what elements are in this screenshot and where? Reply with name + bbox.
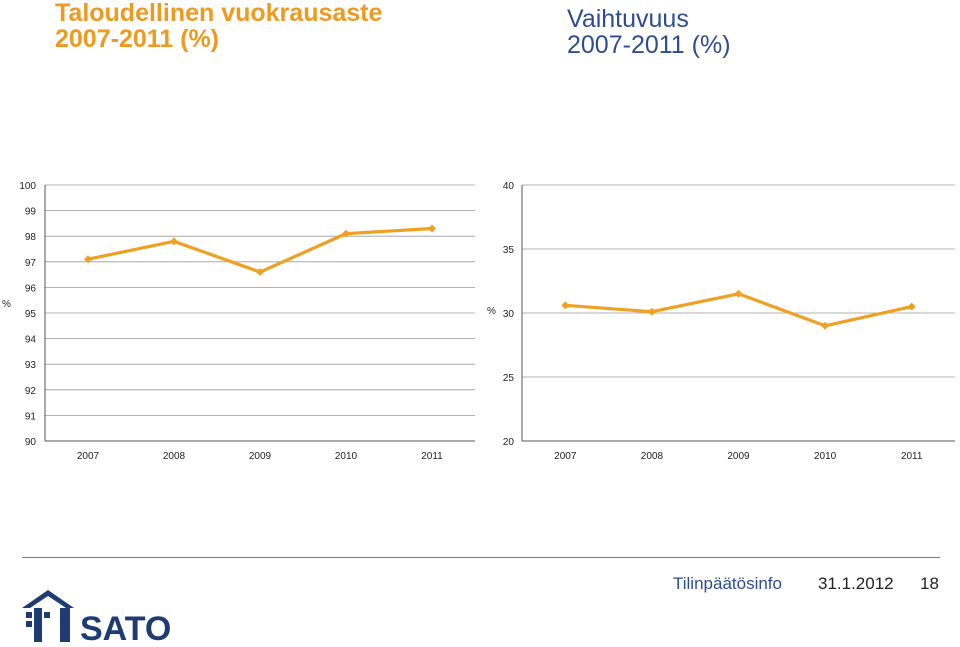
y-tick-label: 97 (25, 258, 37, 269)
x-tick-label: 2010 (814, 451, 837, 462)
data-point (428, 224, 436, 233)
y-tick-label: 93 (25, 360, 37, 371)
series-line (87, 226, 433, 274)
x-tick-label: 2008 (163, 451, 186, 462)
y-tick-label: 92 (25, 386, 37, 397)
chart-2: 20 25 30 35 40% 2007 2008 2009 2010 2011 (487, 181, 955, 462)
chart-1: 90 91 92 93 94 95 96 97 98 99 100% 2007 2008 2009 2010… (2, 181, 475, 462)
data-point (342, 229, 350, 238)
x-tick-label: 2010 (335, 451, 358, 462)
data-point (821, 321, 830, 330)
y-tick-label: 100 (19, 181, 36, 192)
right-chart-title-line1: Vaihtuvuus (567, 5, 689, 33)
x-tick-label: 2007 (77, 451, 100, 462)
y-tick-label: 90 (25, 437, 37, 448)
data-point (647, 307, 656, 316)
x-tick-label: 2011 (901, 451, 923, 462)
footer-info: Tilinpäätösinfo (673, 574, 782, 593)
data-point (734, 289, 743, 298)
data-point (907, 302, 916, 311)
x-tick-label: 2008 (641, 451, 664, 462)
y-tick-label: 25 (503, 373, 515, 384)
sato-logo: SATO (22, 590, 171, 644)
data-point (170, 237, 178, 246)
y-axis-label: % (2, 299, 11, 310)
left-chart-title-line2: 2007-2011 (%) (55, 25, 220, 54)
y-tick-label: 98 (25, 232, 37, 243)
footer-date: 31.1.2012 (818, 574, 894, 593)
series-line (565, 292, 913, 328)
x-tick-label: 2009 (727, 451, 750, 462)
logo-wordmark: SATO (80, 610, 171, 644)
y-tick-label: 95 (25, 309, 37, 320)
y-tick-label: 30 (503, 309, 515, 320)
footer-page-number: 18 (920, 574, 939, 593)
data-point (256, 268, 264, 277)
y-tick-label: 35 (503, 245, 515, 256)
data-point (561, 301, 570, 310)
right-chart-title: Vaihtuvuus 2007-2011 (%) (567, 6, 731, 59)
y-tick-label: 99 (25, 207, 37, 218)
x-tick-label: 2007 (554, 451, 577, 462)
y-tick-label: 94 (25, 335, 37, 346)
left-chart-title-line1: Taloudellinen vuokrausaste (55, 0, 383, 27)
y-tick-label: 91 (25, 411, 37, 422)
right-chart-title-line2: 2007-2011 (%) (567, 31, 731, 60)
x-tick-label: 2011 (421, 451, 443, 462)
house-mark-icon (22, 590, 74, 642)
y-tick-label: 20 (503, 437, 515, 448)
left-chart-title: Taloudellinen vuokrausaste 2007-2011 (%) (55, 0, 382, 53)
y-tick-label: 40 (503, 181, 515, 192)
x-tick-label: 2009 (249, 451, 272, 462)
footer-divider (22, 557, 940, 558)
y-tick-label: 96 (25, 283, 37, 294)
data-point (84, 255, 92, 264)
y-axis-label: % (487, 306, 496, 317)
